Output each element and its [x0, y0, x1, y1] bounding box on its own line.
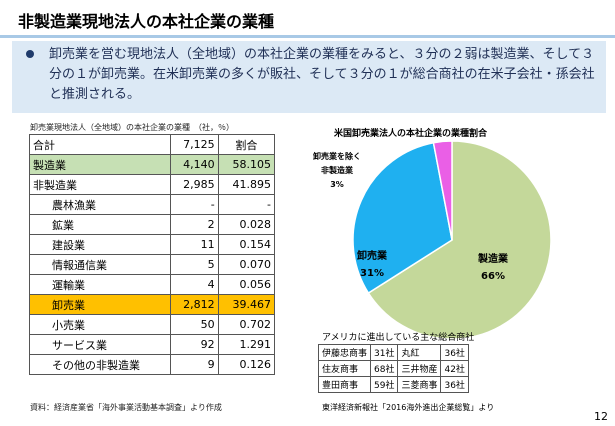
table-row: 情報通信業 5 0.070 — [28, 254, 276, 275]
page-number: 12 — [594, 410, 608, 423]
row-count: 92 — [170, 334, 219, 355]
row-rate: - — [217, 194, 276, 215]
other-name-1: 卸売業を除く — [313, 152, 361, 161]
trading-title: アメリカに進出している主な総合商社 — [322, 333, 475, 343]
header-total-count: 7,125 — [170, 134, 219, 155]
row-label: 建設業 — [28, 234, 172, 255]
row-count: 11 — [170, 234, 219, 255]
company-name: 丸紅 — [397, 344, 442, 361]
header-rate: 割合 — [217, 134, 276, 155]
company-name: 豊田商事 — [317, 376, 372, 393]
wholesale-name: 卸売業 — [357, 251, 387, 262]
table-row: その他の非製造業 9 0.126 — [28, 354, 276, 375]
other-pct: 3% — [330, 180, 344, 189]
chart-title: 米国卸売業法人の本社企業の業種割合 — [334, 129, 488, 139]
row-rate: 0.070 — [217, 254, 276, 275]
row-count: - — [170, 194, 219, 215]
pie-slice — [367, 140, 552, 340]
row-rate: 1.291 — [217, 334, 276, 355]
company-count: 36社 — [440, 376, 469, 393]
title-underline — [0, 35, 615, 38]
row-label: 運輸業 — [28, 274, 172, 295]
slice-label-other: 卸売業を除く 非製造業 3% — [313, 150, 361, 192]
table-row: 卸売業 2,812 39.467 — [28, 294, 276, 315]
pie-slice — [352, 141, 453, 295]
pie-chart — [352, 140, 552, 340]
summary-text: 卸売業を営む現地法人（全地域）の本社企業の業種をみると、３分の２弱は製造業、そし… — [49, 47, 595, 102]
trading-source: 東洋経済新報社「2016海外進出企業総覧」より — [322, 403, 495, 412]
row-count: 2 — [170, 214, 219, 235]
other-name-2: 非製造業 — [321, 166, 353, 175]
trading-table: 伊藤忠商事 31社 丸紅 36社 住友商事 68社 三井物産 42社 豊田商事 … — [317, 344, 469, 393]
table-row: 豊田商事 59社 三菱商事 36社 — [317, 376, 469, 393]
table-source: 資料：経済産業省「海外事業活動基本調査」より作成 — [30, 403, 222, 412]
bullet-icon — [26, 50, 34, 58]
company-count: 59社 — [370, 376, 399, 393]
row-label: 非製造業 — [28, 174, 172, 195]
company-count: 31社 — [370, 344, 399, 361]
manufacturing-name: 製造業 — [478, 254, 508, 265]
row-count: 5 — [170, 254, 219, 275]
company-name: 三井物産 — [397, 360, 442, 377]
row-count: 50 — [170, 314, 219, 335]
row-count: 4,140 — [170, 154, 219, 175]
table-header-row: 合計 7,125 割合 — [28, 134, 276, 155]
company-count: 68社 — [370, 360, 399, 377]
row-rate: 0.126 — [217, 354, 276, 375]
company-name: 伊藤忠商事 — [317, 344, 372, 361]
pie-slice — [432, 140, 453, 241]
row-count: 2,812 — [170, 294, 219, 315]
wholesale-pct: 31% — [360, 268, 384, 279]
company-count: 36社 — [440, 344, 469, 361]
company-name: 三菱商事 — [397, 376, 442, 393]
table-row: 製造業 4,140 58.105 — [28, 154, 276, 175]
row-rate: 0.028 — [217, 214, 276, 235]
table-row: 鉱業 2 0.028 — [28, 214, 276, 235]
table-row: 建設業 11 0.154 — [28, 234, 276, 255]
row-rate: 0.154 — [217, 234, 276, 255]
table-row: 非製造業 2,985 41.895 — [28, 174, 276, 195]
table-row: 農林漁業 - - — [28, 194, 276, 215]
row-label: その他の非製造業 — [28, 354, 172, 375]
row-rate: 39.467 — [217, 294, 276, 315]
row-label: 農林漁業 — [28, 194, 172, 215]
row-rate: 0.702 — [217, 314, 276, 335]
table-row: 伊藤忠商事 31社 丸紅 36社 — [317, 344, 469, 361]
table-row: 小売業 50 0.702 — [28, 314, 276, 335]
header-total-label: 合計 — [28, 134, 172, 155]
row-count: 9 — [170, 354, 219, 375]
row-rate: 58.105 — [217, 154, 276, 175]
company-name: 住友商事 — [317, 360, 372, 377]
row-count: 4 — [170, 274, 219, 295]
row-label: サービス業 — [28, 334, 172, 355]
row-label: 鉱業 — [28, 214, 172, 235]
industry-table: 合計 7,125 割合 製造業 4,140 58.105 非製造業 2,985 … — [28, 134, 276, 375]
row-label: 製造業 — [28, 154, 172, 175]
row-rate: 41.895 — [217, 174, 276, 195]
manufacturing-pct: 66% — [481, 271, 505, 282]
table-row: サービス業 92 1.291 — [28, 334, 276, 355]
row-label: 小売業 — [28, 314, 172, 335]
company-count: 42社 — [440, 360, 469, 377]
table-row: 運輸業 4 0.056 — [28, 274, 276, 295]
table-caption: 卸売業現地法人（全地域）の本社企業の業種 （社，％） — [30, 123, 234, 132]
row-label: 情報通信業 — [28, 254, 172, 275]
row-count: 2,985 — [170, 174, 219, 195]
row-label: 卸売業 — [28, 294, 172, 315]
table-row: 住友商事 68社 三井物産 42社 — [317, 360, 469, 377]
summary-box — [12, 41, 606, 113]
row-rate: 0.056 — [217, 274, 276, 295]
page-title: 非製造業現地法人の本社企業の業種 — [18, 12, 275, 31]
slice-label-wholesale: 卸売業 31% — [357, 247, 387, 279]
slice-label-manufacturing: 製造業 66% — [478, 250, 508, 282]
